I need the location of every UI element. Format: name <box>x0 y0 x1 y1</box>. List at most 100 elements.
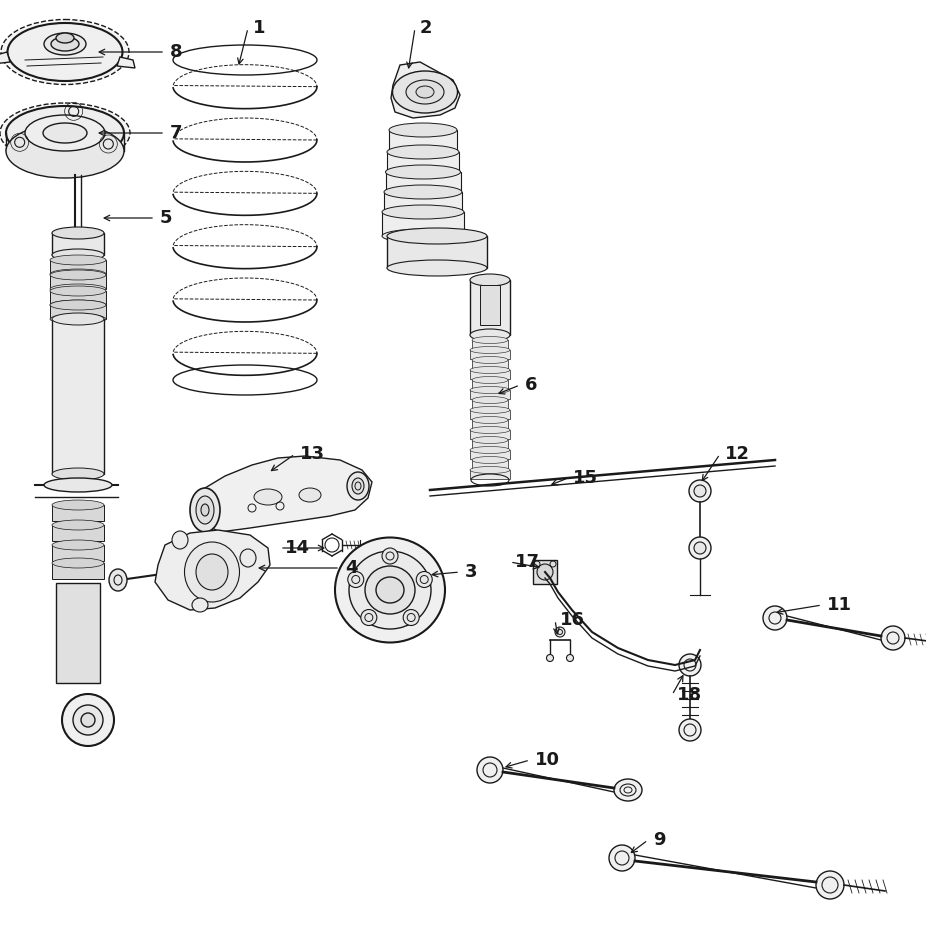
Text: 1: 1 <box>253 19 266 37</box>
Ellipse shape <box>43 123 87 143</box>
Ellipse shape <box>387 228 487 244</box>
Ellipse shape <box>56 33 74 43</box>
Bar <box>480 285 500 325</box>
Ellipse shape <box>384 207 462 221</box>
Ellipse shape <box>679 719 701 741</box>
Bar <box>470 470 510 479</box>
Ellipse shape <box>299 488 321 502</box>
Circle shape <box>361 610 377 626</box>
Ellipse shape <box>689 537 711 559</box>
Ellipse shape <box>1 20 129 85</box>
Ellipse shape <box>196 496 214 524</box>
Bar <box>52 319 104 474</box>
Ellipse shape <box>196 554 228 590</box>
Text: 13: 13 <box>300 445 325 463</box>
Bar <box>470 430 510 439</box>
Ellipse shape <box>470 366 510 374</box>
Ellipse shape <box>201 504 209 516</box>
Ellipse shape <box>472 457 508 464</box>
Ellipse shape <box>472 377 508 383</box>
Circle shape <box>348 571 364 587</box>
Text: 14: 14 <box>285 539 310 557</box>
Ellipse shape <box>172 531 188 549</box>
Ellipse shape <box>555 627 565 637</box>
Polygon shape <box>117 57 135 68</box>
Text: 2: 2 <box>420 19 432 37</box>
Ellipse shape <box>384 185 462 199</box>
Ellipse shape <box>365 566 415 614</box>
Ellipse shape <box>470 407 510 413</box>
Ellipse shape <box>477 757 503 783</box>
Ellipse shape <box>44 478 112 492</box>
Ellipse shape <box>472 336 508 344</box>
Bar <box>472 380 508 389</box>
Ellipse shape <box>50 314 106 324</box>
Bar <box>472 400 508 409</box>
Ellipse shape <box>567 654 573 662</box>
Ellipse shape <box>689 480 711 502</box>
Ellipse shape <box>694 542 706 554</box>
Bar <box>50 275 106 289</box>
Bar <box>387 152 459 174</box>
Text: 17: 17 <box>515 553 540 571</box>
Ellipse shape <box>25 115 105 151</box>
Bar <box>472 360 508 369</box>
Ellipse shape <box>614 779 642 801</box>
Ellipse shape <box>470 427 510 433</box>
Bar <box>384 192 462 214</box>
Bar <box>52 545 104 561</box>
Circle shape <box>403 610 419 626</box>
Polygon shape <box>391 62 460 118</box>
Text: 18: 18 <box>677 686 702 704</box>
Polygon shape <box>0 52 10 64</box>
Ellipse shape <box>347 472 369 500</box>
Ellipse shape <box>6 106 124 160</box>
Text: 8: 8 <box>170 43 182 61</box>
Ellipse shape <box>6 124 124 178</box>
Ellipse shape <box>81 713 95 727</box>
Ellipse shape <box>50 300 106 310</box>
Ellipse shape <box>387 260 487 276</box>
Ellipse shape <box>349 551 431 629</box>
Ellipse shape <box>679 654 701 676</box>
Ellipse shape <box>470 466 510 474</box>
Polygon shape <box>193 456 372 532</box>
Bar <box>470 450 510 459</box>
Bar <box>472 340 508 349</box>
Ellipse shape <box>393 71 457 113</box>
Ellipse shape <box>472 416 508 424</box>
Ellipse shape <box>254 489 282 505</box>
Bar <box>533 560 557 584</box>
Ellipse shape <box>50 269 106 279</box>
Bar <box>472 420 508 429</box>
Bar <box>470 370 510 379</box>
Ellipse shape <box>0 103 130 163</box>
Ellipse shape <box>50 284 106 294</box>
Bar <box>52 525 104 541</box>
Bar <box>52 505 104 521</box>
Circle shape <box>382 548 398 564</box>
Ellipse shape <box>52 313 104 325</box>
Ellipse shape <box>376 577 404 603</box>
Circle shape <box>417 571 432 587</box>
Ellipse shape <box>416 86 434 98</box>
Ellipse shape <box>387 145 459 159</box>
Text: 6: 6 <box>525 376 537 394</box>
Text: 12: 12 <box>725 445 750 463</box>
Bar <box>50 260 106 274</box>
Ellipse shape <box>470 274 510 286</box>
Ellipse shape <box>472 396 508 403</box>
Ellipse shape <box>52 558 104 568</box>
Text: 15: 15 <box>573 469 598 487</box>
Ellipse shape <box>52 500 104 510</box>
Bar <box>389 130 457 154</box>
Ellipse shape <box>73 705 103 735</box>
Bar <box>386 172 461 194</box>
Ellipse shape <box>694 485 706 497</box>
Ellipse shape <box>352 478 364 494</box>
Text: 3: 3 <box>465 563 478 581</box>
Circle shape <box>537 564 553 580</box>
Text: 11: 11 <box>827 596 852 614</box>
Ellipse shape <box>335 537 445 643</box>
Bar <box>470 410 510 419</box>
